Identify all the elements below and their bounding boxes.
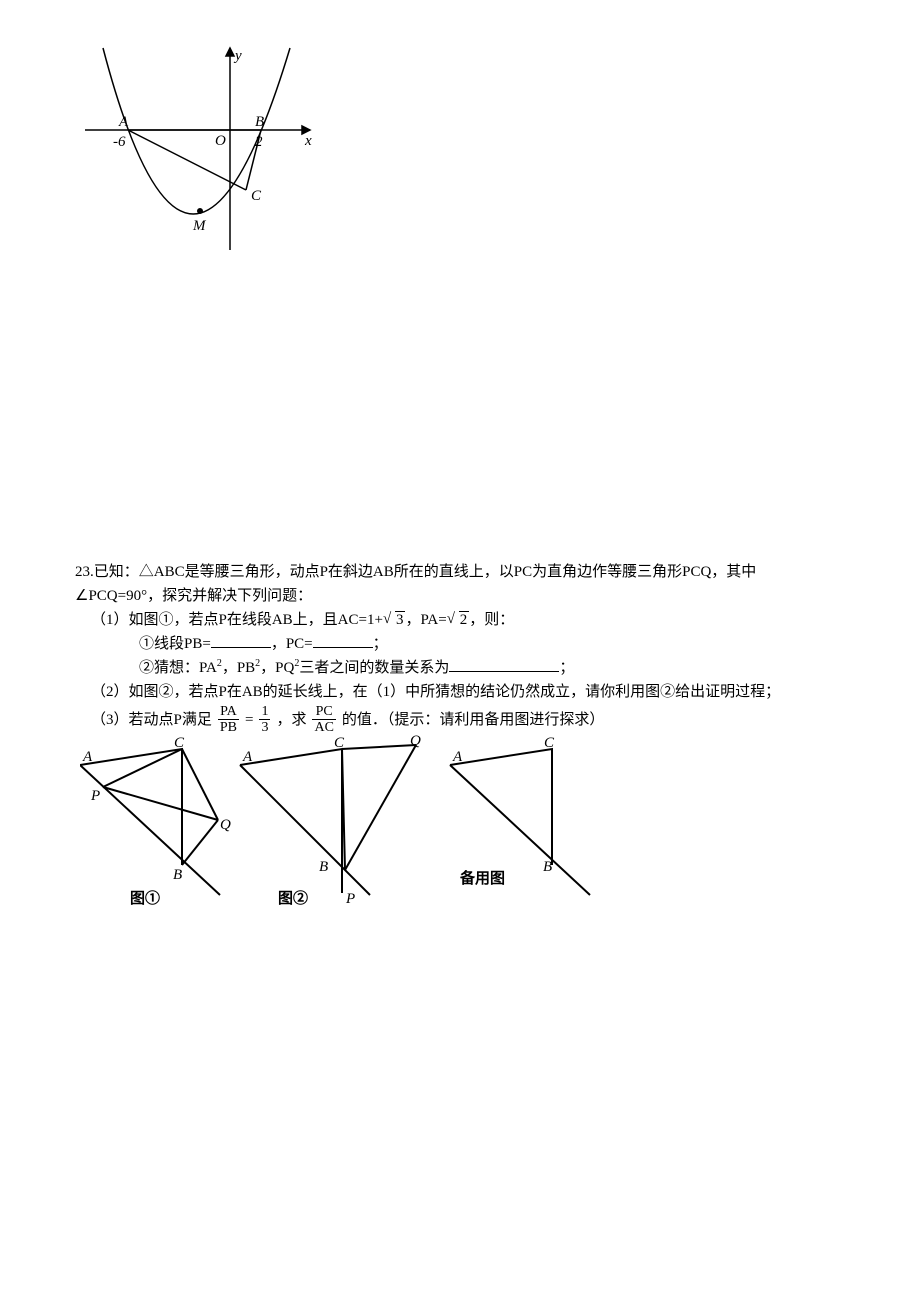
svg-text:Q: Q bbox=[220, 817, 231, 833]
svg-text:A: A bbox=[452, 749, 463, 765]
caption-1: 图① bbox=[130, 889, 160, 905]
problem-23: 23.已知：△ABC是等腰三角形，动点P在斜边AB所在的直线上，以PC为直角边作… bbox=[75, 560, 865, 736]
blank-pb bbox=[211, 633, 271, 648]
svg-text:B: B bbox=[543, 859, 552, 875]
svg-text:B: B bbox=[319, 859, 328, 875]
y-axis-label: y bbox=[233, 48, 242, 64]
fraction-pc-ac: PCAC bbox=[312, 704, 335, 736]
problem-part-3: （3）若动点P满足 PAPB = 13 ，求 PCAC 的值．（提示：请利用备用… bbox=[75, 704, 865, 736]
svg-text:Q: Q bbox=[410, 735, 421, 749]
svg-text:C: C bbox=[334, 735, 345, 751]
point-c-label: C bbox=[251, 188, 262, 204]
x-axis-label: x bbox=[304, 133, 312, 149]
fraction-pa-pb: PAPB bbox=[218, 704, 239, 736]
problem-line-1b: ∠PCQ=90°，探究并解决下列问题： bbox=[75, 584, 865, 608]
fraction-1-3: 13 bbox=[259, 704, 270, 736]
point-a-label: A bbox=[118, 114, 129, 130]
caption-2: 图② bbox=[278, 889, 308, 905]
point-b-label: B bbox=[255, 114, 264, 130]
blank-relation bbox=[449, 657, 559, 672]
svg-text:C: C bbox=[174, 735, 185, 751]
figure-1 bbox=[80, 749, 220, 895]
problem-number: 23. bbox=[75, 564, 94, 580]
parabola-chart: y x O A B C M -6 2 bbox=[85, 40, 320, 275]
problem-part-1-2: ②猜想：PA2，PB2，PQ2三者之间的数量关系为； bbox=[75, 656, 865, 680]
svg-text:C: C bbox=[544, 735, 555, 751]
problem-part-2: （2）如图②，若点P在AB的延长线上，在（1）中所猜想的结论仍然成立，请你利用图… bbox=[75, 680, 865, 704]
caption-3: 备用图 bbox=[459, 869, 505, 887]
svg-text:A: A bbox=[82, 749, 93, 765]
blank-pc bbox=[313, 633, 373, 648]
sqrt-3-icon: 3 bbox=[383, 608, 406, 632]
svg-text:P: P bbox=[90, 788, 100, 804]
point-m-label: M bbox=[192, 218, 207, 234]
sqrt-2-icon: 2 bbox=[447, 608, 470, 632]
svg-text:A: A bbox=[242, 749, 253, 765]
svg-text:B: B bbox=[173, 867, 182, 883]
problem-part-1: （1）如图①，若点P在线段AB上，且AC=1+3，PA=2，则： bbox=[75, 608, 865, 632]
tick-neg6: -6 bbox=[113, 134, 126, 150]
triangles-diagrams: A C P B Q 图① A C B P Q 图② A C B 备用图 bbox=[80, 735, 600, 905]
tick-2: 2 bbox=[255, 134, 263, 150]
origin-label: O bbox=[215, 133, 226, 149]
problem-part-1-1: ①线段PB=，PC=； bbox=[75, 632, 865, 656]
svg-text:P: P bbox=[345, 891, 355, 905]
problem-line-1: 23.已知：△ABC是等腰三角形，动点P在斜边AB所在的直线上，以PC为直角边作… bbox=[75, 560, 865, 584]
